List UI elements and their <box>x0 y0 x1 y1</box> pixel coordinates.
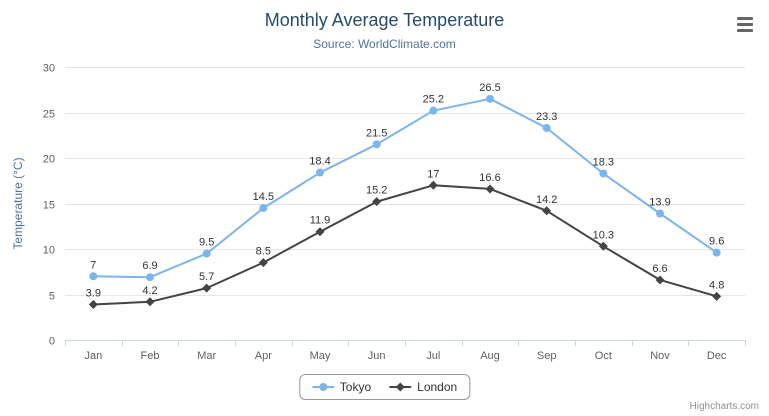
data-label: 3.9 <box>86 288 101 300</box>
data-label: 18.4 <box>309 156 330 168</box>
data-point-london[interactable] <box>598 241 608 251</box>
legend-item-london[interactable]: London <box>389 380 457 394</box>
y-tick-label: 0 <box>49 336 55 348</box>
data-point-london[interactable] <box>712 291 722 301</box>
x-tick-label: Nov <box>650 350 670 362</box>
data-label: 23.3 <box>536 111 557 123</box>
data-point-london[interactable] <box>655 275 665 285</box>
data-point-london[interactable] <box>315 227 325 237</box>
data-point-tokyo[interactable] <box>146 273 154 282</box>
y-tick-label: 5 <box>49 291 55 303</box>
data-label: 9.5 <box>199 237 214 249</box>
data-label: 11.9 <box>310 215 331 227</box>
data-label: 17 <box>427 168 439 180</box>
x-tick-label: Jun <box>368 350 386 362</box>
data-point-london[interactable] <box>202 283 212 293</box>
data-point-london[interactable] <box>88 300 98 310</box>
series-line-london <box>93 184 717 306</box>
legend: Tokyo London <box>298 374 471 400</box>
data-label: 7 <box>90 259 96 271</box>
y-tick-label: 25 <box>43 109 55 121</box>
data-point-tokyo[interactable] <box>429 106 438 115</box>
data-point-tokyo[interactable] <box>486 94 494 103</box>
legend-label: London <box>417 380 458 394</box>
x-tick-label: Oct <box>595 350 612 362</box>
data-label: 9.6 <box>709 236 724 248</box>
data-point-tokyo[interactable] <box>542 123 551 132</box>
data-point-london[interactable] <box>542 206 552 216</box>
data-label: 6.9 <box>142 260 157 272</box>
x-tick-label: May <box>310 350 331 362</box>
data-point-tokyo[interactable] <box>316 168 324 177</box>
y-tick-label: 20 <box>43 154 55 166</box>
y-axis-title: Temperature (°C) <box>11 157 25 249</box>
chart-subtitle: Source: WorldClimate.com <box>313 37 456 51</box>
data-label: 4.8 <box>709 279 724 291</box>
data-point-tokyo[interactable] <box>89 272 98 281</box>
data-label: 4.2 <box>142 285 157 297</box>
x-tick-label: Feb <box>141 350 160 362</box>
data-label: 18.3 <box>593 156 614 168</box>
x-tick-label: Sep <box>537 350 557 362</box>
data-point-london[interactable] <box>485 184 495 194</box>
hamburger-icon <box>737 22 753 26</box>
data-point-london[interactable] <box>428 180 438 190</box>
data-label: 25.2 <box>423 94 444 106</box>
data-point-london[interactable] <box>258 258 268 268</box>
legend-label: Tokyo <box>339 380 372 394</box>
data-label: 26.5 <box>479 82 500 94</box>
data-point-london[interactable] <box>145 297 155 307</box>
data-point-tokyo[interactable] <box>599 169 608 178</box>
x-tick-label: Jul <box>426 350 440 362</box>
x-tick-label: Aug <box>480 350 500 362</box>
legend-marker-circle-icon <box>311 383 334 391</box>
hamburger-icon <box>737 16 753 20</box>
data-label: 15.2 <box>366 185 387 197</box>
data-label: 14.2 <box>536 194 557 206</box>
data-label: 16.6 <box>479 172 500 184</box>
data-point-tokyo[interactable] <box>712 248 721 257</box>
x-tick-label: Mar <box>197 350 216 362</box>
x-tick-label: Apr <box>255 350 272 362</box>
data-label: 10.3 <box>593 229 614 241</box>
data-point-london[interactable] <box>372 197 382 207</box>
legend-marker-diamond-icon <box>389 382 412 392</box>
data-point-tokyo[interactable] <box>202 249 211 258</box>
export-menu-button[interactable] <box>731 12 759 36</box>
data-point-tokyo[interactable] <box>372 140 381 149</box>
y-tick-label: 10 <box>43 245 55 257</box>
hamburger-icon <box>737 28 753 32</box>
data-label: 14.5 <box>253 191 274 203</box>
data-label: 6.6 <box>652 263 667 275</box>
data-label: 5.7 <box>199 271 214 283</box>
chart-title: Monthly Average Temperature <box>264 10 505 30</box>
x-tick-label: Dec <box>707 350 727 362</box>
data-label: 13.9 <box>649 197 670 209</box>
y-tick-label: 30 <box>43 63 55 75</box>
data-label: 8.5 <box>256 246 271 258</box>
series-line-tokyo <box>93 97 718 279</box>
data-label: 21.5 <box>366 127 387 139</box>
data-point-tokyo[interactable] <box>259 204 268 213</box>
legend-item-tokyo[interactable]: Tokyo <box>311 380 372 394</box>
y-tick-label: 15 <box>43 200 55 212</box>
credits-link[interactable]: Highcharts.com <box>689 401 759 412</box>
data-point-tokyo[interactable] <box>656 209 664 218</box>
x-tick-label: Jan <box>84 350 102 362</box>
